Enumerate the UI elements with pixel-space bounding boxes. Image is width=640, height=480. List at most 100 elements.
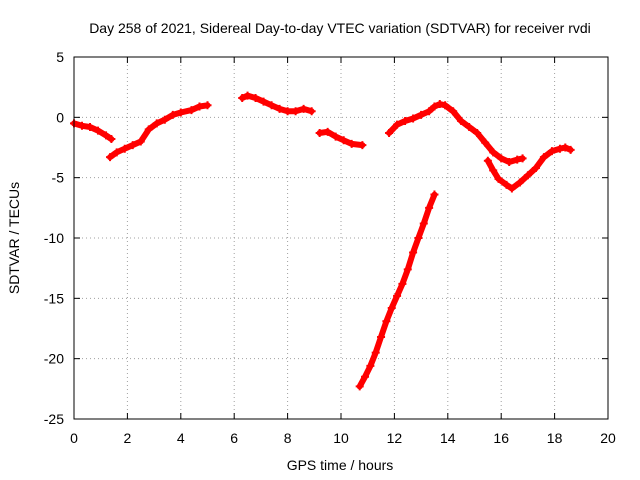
x-tick-label: 4 (177, 430, 185, 446)
x-tick-label: 16 (493, 430, 509, 446)
data-series-line (386, 101, 526, 165)
data-point (299, 104, 308, 113)
data-point (566, 145, 575, 154)
data-point (539, 153, 548, 162)
data-point (555, 144, 564, 153)
x-axis-label: GPS time / hours (287, 457, 394, 473)
data-point (547, 147, 556, 156)
data-point (387, 303, 396, 312)
x-tick-label: 14 (440, 430, 456, 446)
data-point (403, 265, 412, 274)
grid-lines (74, 57, 608, 419)
data-point (160, 115, 169, 124)
data-point (78, 121, 87, 130)
data-point (291, 107, 300, 116)
y-axis-label: SDTVAR / TECUs (6, 182, 22, 294)
data-point (339, 136, 348, 145)
data-point (259, 97, 268, 106)
x-tick-label: 10 (333, 430, 349, 446)
data-point (347, 139, 356, 148)
data-point (382, 317, 391, 326)
data-point (251, 94, 260, 103)
x-tick-label: 2 (124, 430, 132, 446)
data-point (414, 234, 423, 242)
y-tick-label: -20 (44, 351, 64, 367)
data-point (331, 132, 340, 141)
data-point (243, 91, 252, 100)
chart-title: Day 258 of 2021, Sidereal Day-to-day VTE… (89, 20, 591, 36)
data-point (489, 166, 498, 175)
data-point (152, 119, 161, 128)
data-point (136, 137, 145, 146)
data-point (377, 332, 386, 341)
y-tick-label: -5 (52, 170, 65, 186)
y-tick-label: -15 (44, 290, 64, 306)
data-point (106, 153, 115, 162)
x-tick-label: 6 (230, 430, 238, 446)
data-point (120, 144, 129, 153)
data-point (483, 156, 492, 165)
data-point (187, 106, 196, 115)
data-point (401, 116, 410, 125)
data-point (107, 135, 116, 144)
data-point (355, 382, 364, 391)
y-tick-label: 5 (56, 49, 64, 65)
data-point (494, 174, 503, 183)
data-point (307, 107, 316, 116)
data-point (505, 157, 514, 166)
axis-ticks: 0 2 4 6 8 10 12 14 16 18 20 -25 -20 -15 -10 -5 0 5 (44, 49, 616, 446)
y-tick-label: -10 (44, 230, 64, 246)
data-point (102, 131, 111, 140)
data-point (112, 148, 121, 157)
data-point (393, 291, 402, 300)
data-point (323, 127, 332, 136)
data-point (393, 120, 402, 129)
data-point (425, 203, 434, 212)
data-point (513, 155, 522, 164)
data-point (502, 180, 511, 189)
data-point (435, 100, 444, 109)
data-point (195, 102, 204, 111)
data-point (441, 101, 450, 110)
data-point (409, 248, 418, 257)
x-tick-label: 12 (387, 430, 403, 446)
data-point (283, 107, 292, 116)
data-point (449, 107, 458, 116)
data-point (425, 107, 434, 116)
data-point (275, 104, 284, 113)
data-point (473, 129, 482, 138)
data-point (465, 122, 474, 131)
data-point (86, 122, 95, 131)
data-point (457, 116, 466, 125)
data-point (128, 141, 137, 150)
data-point (144, 125, 153, 134)
data-point (358, 141, 367, 150)
data-point (507, 184, 516, 193)
data-series-line (239, 92, 315, 115)
x-tick-label: 8 (284, 430, 292, 446)
data-point (489, 148, 498, 157)
data-point (515, 178, 524, 187)
data-point (398, 279, 407, 288)
data-point (315, 129, 324, 138)
data-point (531, 164, 540, 173)
data-point (168, 110, 177, 119)
data-series-line (484, 144, 574, 192)
data-point (203, 101, 212, 110)
data-point (561, 143, 570, 152)
data-series (70, 91, 575, 391)
data-point (361, 372, 370, 381)
y-tick-label: -25 (44, 411, 64, 427)
data-point (430, 102, 439, 111)
data-point (371, 348, 380, 357)
data-point (518, 154, 527, 163)
data-point (419, 219, 428, 228)
y-tick-label: 0 (56, 109, 64, 125)
data-point (523, 171, 532, 180)
x-tick-label: 20 (600, 430, 616, 446)
data-point (417, 110, 426, 119)
data-point (366, 361, 375, 370)
data-point (238, 94, 247, 103)
data-point (409, 114, 418, 123)
data-point (481, 138, 490, 147)
